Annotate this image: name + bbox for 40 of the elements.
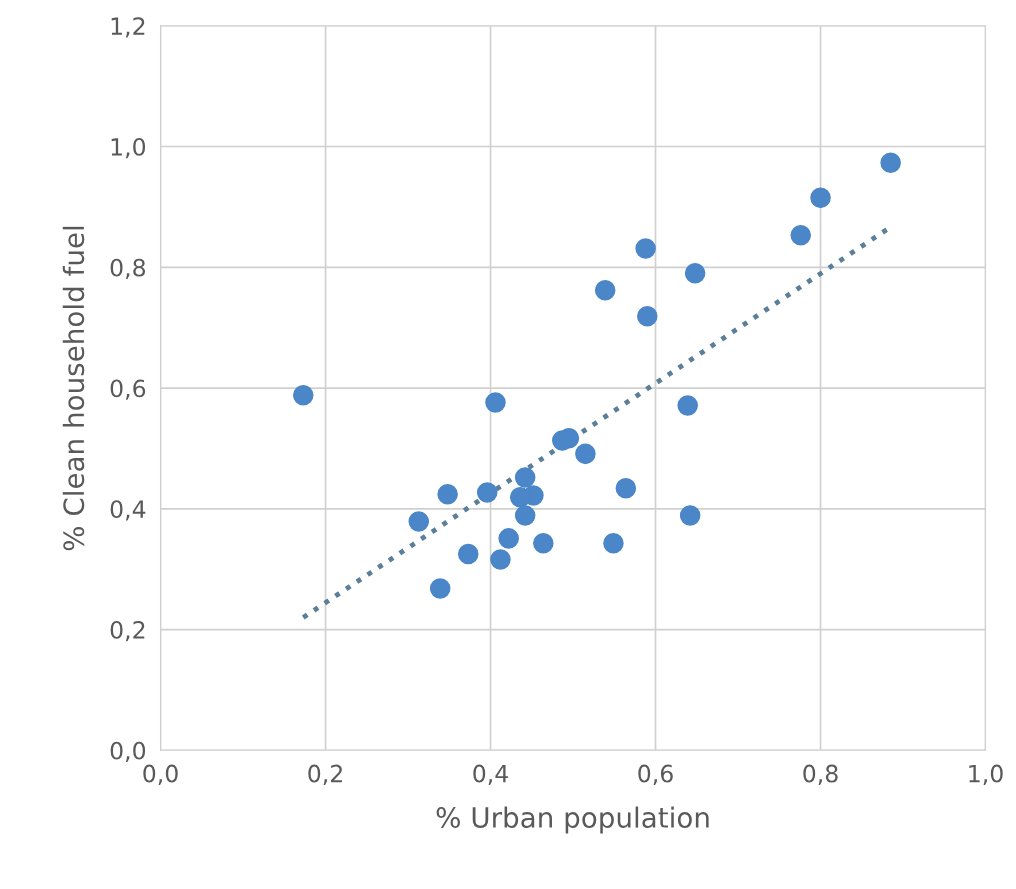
point	[533, 532, 554, 554]
point	[408, 511, 430, 532]
y-tick-label: 1,0	[111, 137, 146, 159]
x-tick-label: 0,8	[803, 764, 838, 785]
point	[437, 484, 458, 505]
x-tick-label: 0,2	[308, 764, 342, 785]
x-tick-label: 0,4	[473, 764, 508, 785]
point	[603, 532, 624, 554]
point	[637, 305, 658, 327]
point	[457, 543, 479, 565]
point	[476, 482, 498, 503]
y-axis-title: % Clean household fuel	[62, 226, 85, 551]
x-tick-label: 0,0	[143, 764, 178, 785]
point	[490, 549, 511, 570]
x-axis-title: % Urban population	[436, 806, 709, 834]
x-tick-label: 0,6	[638, 764, 673, 785]
point	[880, 152, 901, 174]
point	[790, 225, 811, 246]
y-tick-label: 0,2	[110, 621, 145, 642]
point	[635, 238, 656, 259]
point	[514, 467, 536, 488]
point	[615, 478, 637, 499]
point	[498, 528, 519, 549]
point	[684, 263, 706, 284]
y-tick-label: 0,4	[110, 500, 146, 521]
point	[292, 385, 314, 406]
point	[679, 505, 701, 526]
y-tick-label: 0,8	[110, 258, 146, 280]
point	[594, 279, 616, 301]
y-tick-label: 0,0	[110, 741, 146, 763]
point	[485, 392, 506, 413]
point	[514, 505, 536, 526]
y-tick-label: 0,6	[110, 379, 146, 400]
point	[810, 187, 831, 209]
point	[429, 578, 451, 599]
y-tick-label: 1,2	[111, 17, 145, 38]
x-tick-label: 1,0	[969, 764, 1003, 785]
point	[509, 487, 531, 508]
point	[575, 443, 596, 465]
point	[677, 395, 698, 416]
